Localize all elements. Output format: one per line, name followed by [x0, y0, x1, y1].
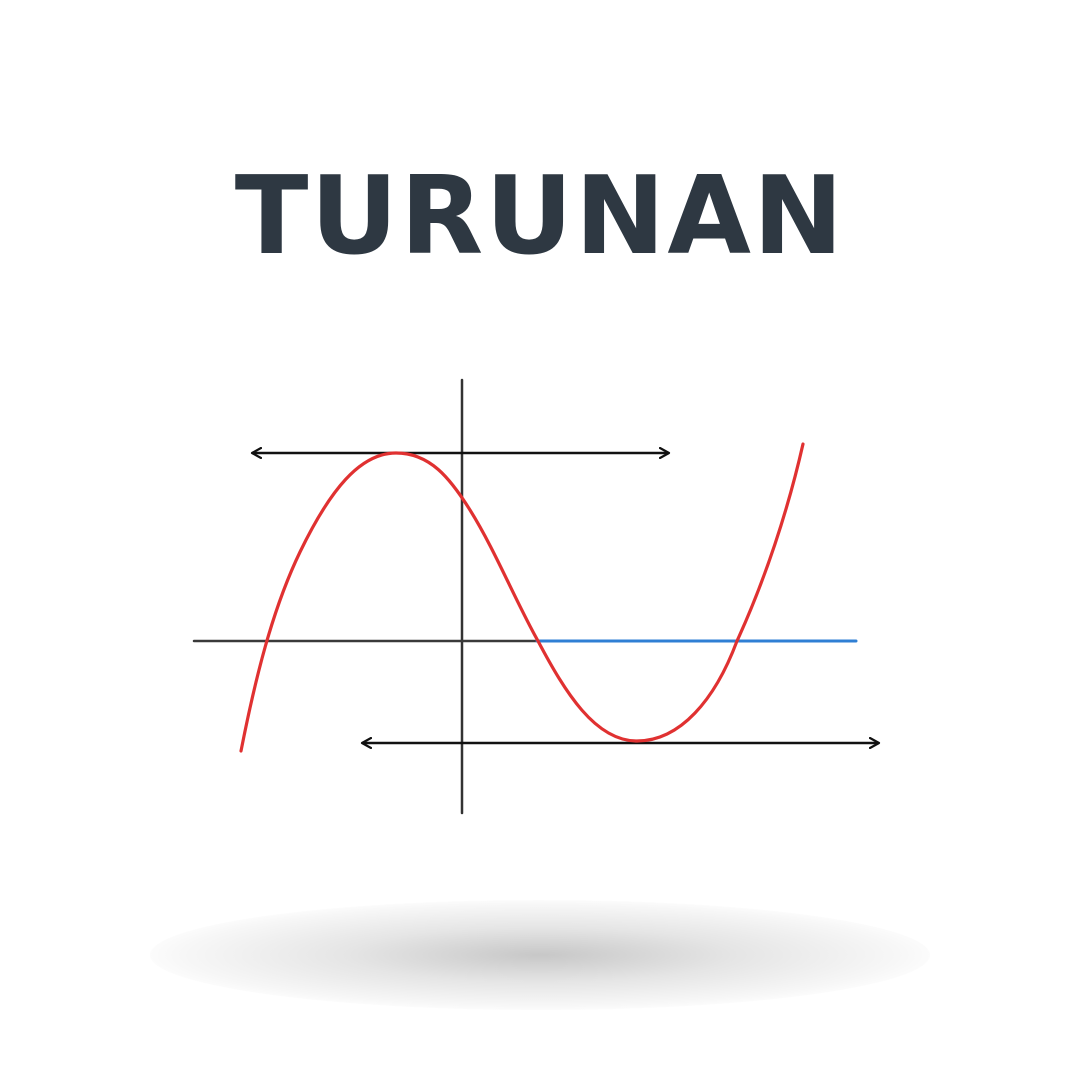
function-curve: [239, 442, 805, 753]
page-title: TURUNAN: [234, 154, 846, 279]
ground-shadow: [150, 900, 930, 1010]
